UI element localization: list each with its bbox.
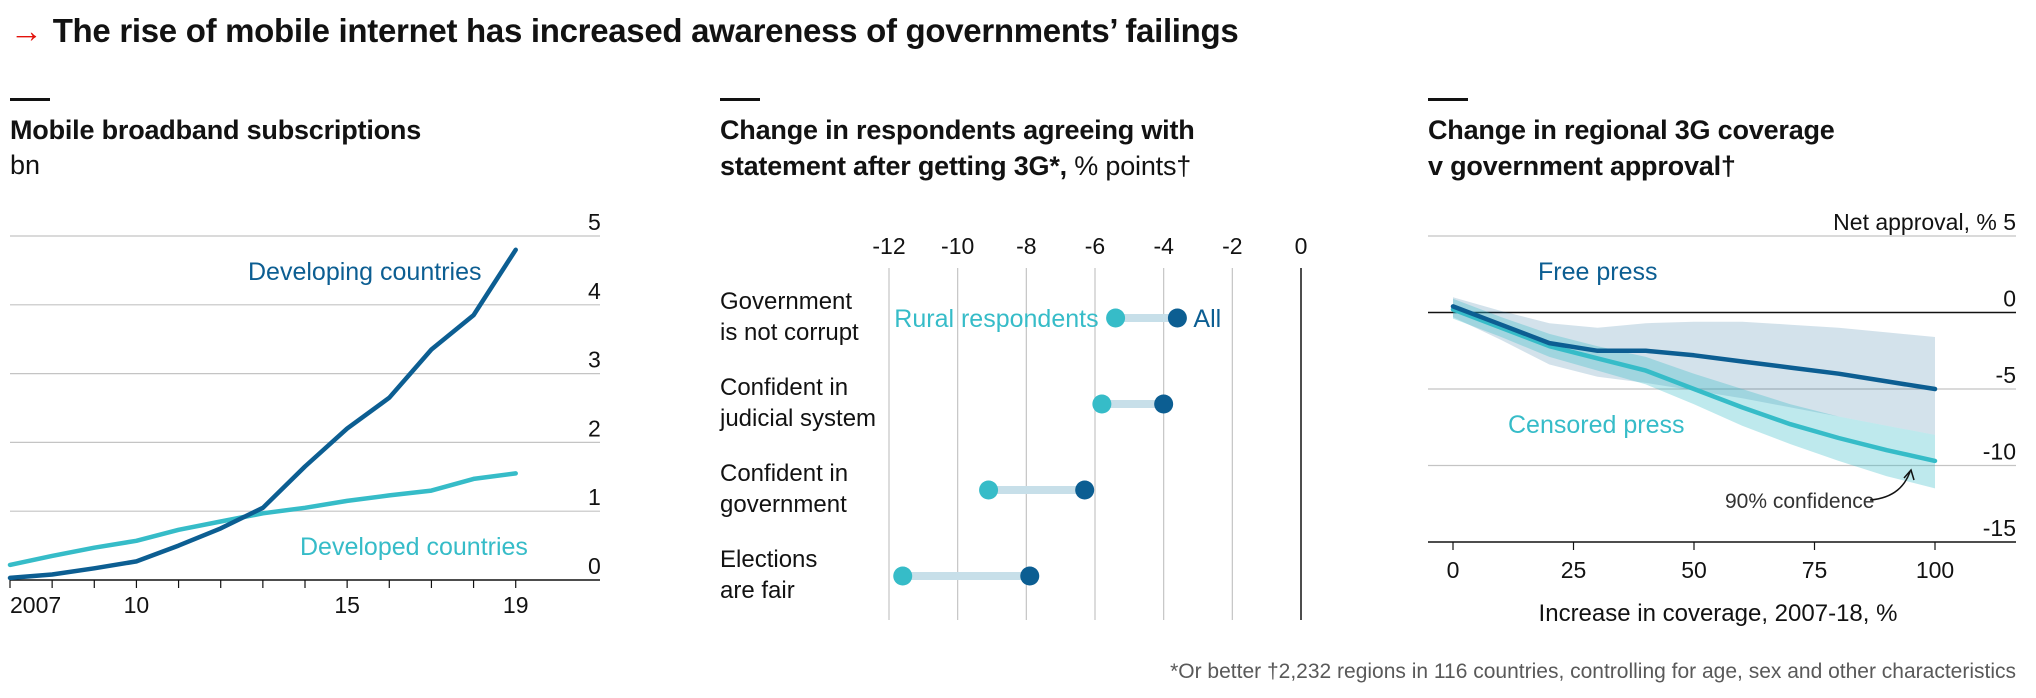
- confidence-band: [1453, 297, 1935, 435]
- category-label: Government: [720, 288, 852, 315]
- panel-unit: % points†: [1074, 151, 1192, 181]
- category-label: Confident in: [720, 460, 848, 487]
- dot-rural: [979, 480, 999, 500]
- dot-rural: [893, 566, 913, 586]
- x-axis-label: Increase in coverage, 2007-18, %: [1539, 600, 1898, 627]
- panel-3g-respondents: Change in respondents agreeing with stat…: [720, 98, 1195, 184]
- dot-all: [1167, 308, 1187, 328]
- category-label: Elections: [720, 546, 817, 573]
- x-tick-label: 25: [1561, 557, 1587, 583]
- category-label: judicial system: [719, 405, 876, 432]
- x-tick-label: -4: [1153, 233, 1174, 259]
- x-tick-label: 100: [1916, 557, 1954, 583]
- dot-all: [1075, 480, 1095, 500]
- y-tick-label: 0: [588, 553, 601, 579]
- panel-title: Change in respondents agreeing with stat…: [720, 112, 1195, 184]
- category-label: are fair: [720, 577, 795, 604]
- x-tick-label: 75: [1802, 557, 1828, 583]
- x-tick-label: -8: [1016, 233, 1036, 259]
- dot-all: [1020, 566, 1040, 586]
- panel-rule: [720, 98, 760, 101]
- series-label: Censored press: [1508, 411, 1684, 439]
- panel-title-line2: v government approval†: [1428, 151, 1736, 181]
- series-label: Rural respondents: [894, 305, 1098, 333]
- category-label: is not corrupt: [720, 319, 859, 346]
- panel-title: Change in regional 3G coverage v governm…: [1428, 112, 1835, 184]
- panel-title-line2: statement after getting 3G*,: [720, 151, 1067, 181]
- y-tick-label: 2: [588, 415, 601, 441]
- y-tick-label: 1: [588, 484, 601, 510]
- panel-unit: bn: [10, 150, 41, 180]
- headline: → The rise of mobile internet has increa…: [10, 6, 1239, 56]
- x-tick-label: -6: [1085, 233, 1105, 259]
- series-line: [7, 247, 518, 581]
- category-label: Confident in: [720, 374, 848, 401]
- series-label: Developing countries: [248, 258, 481, 286]
- y-tick-label: 4: [588, 278, 601, 304]
- x-tick-label: -12: [872, 233, 905, 259]
- x-tick-label: 19: [503, 592, 529, 618]
- panel-rule: [1428, 98, 1468, 101]
- y-tick-label: -5: [1996, 362, 2016, 388]
- y-tick-label: 5: [588, 209, 601, 235]
- annotation-pointer: [1869, 471, 1911, 501]
- panel-title-line1: Change in respondents agreeing with: [720, 115, 1195, 145]
- x-tick-label: 2007: [10, 592, 61, 618]
- series-label: Developed countries: [300, 533, 528, 561]
- dot-rural: [1106, 308, 1126, 328]
- dot-rural: [1092, 394, 1112, 414]
- footnote: *Or better †2,232 regions in 116 countri…: [1170, 660, 2016, 683]
- panel-mobile-broadband: Mobile broadband subscriptions bn: [10, 98, 421, 182]
- series-line: [1450, 304, 1938, 392]
- panel-3g-approval: Change in regional 3G coverage v governm…: [1428, 98, 1835, 184]
- arrow-right-icon: →: [10, 12, 43, 49]
- x-tick-label: 0: [1295, 233, 1308, 259]
- category-label: government: [720, 491, 847, 518]
- y-tick-label: 3: [588, 347, 601, 373]
- panel-rule: [10, 98, 50, 101]
- x-tick-label: -10: [941, 233, 974, 259]
- y-tick-label: -15: [1983, 515, 2016, 541]
- y-tick-label: 0: [2003, 286, 2016, 312]
- x-tick-label: 15: [334, 592, 360, 618]
- annotation-label: 90% confidence: [1725, 490, 1874, 513]
- annotation-arrowhead: [1903, 468, 1915, 481]
- panel-title: Mobile broadband subscriptions: [10, 115, 422, 145]
- x-tick-label: 50: [1681, 557, 1707, 583]
- y-tick-label: -10: [1983, 439, 2016, 465]
- headline-text: The rise of mobile internet has increase…: [52, 12, 1239, 49]
- series-label: Free press: [1538, 258, 1657, 286]
- series-label: All: [1193, 305, 1221, 333]
- series-line: [1450, 307, 1938, 464]
- series-line: [7, 471, 518, 568]
- dot-all: [1154, 394, 1174, 414]
- panel-title-line1: Change in regional 3G coverage: [1428, 115, 1835, 145]
- x-tick-label: -2: [1222, 233, 1242, 259]
- x-tick-label: 0: [1447, 557, 1460, 583]
- y-axis-label: Net approval, % 5: [1833, 209, 2016, 235]
- x-tick-label: 10: [124, 592, 150, 618]
